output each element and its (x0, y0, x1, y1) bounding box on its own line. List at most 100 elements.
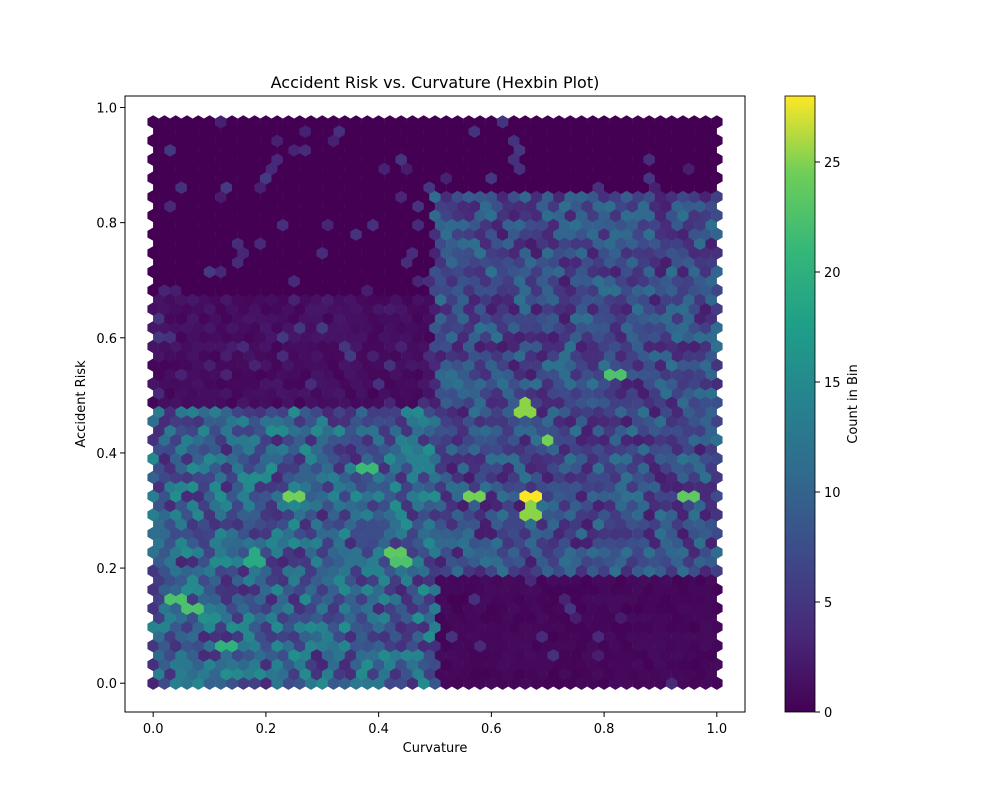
hex-cell (547, 311, 560, 325)
hex-cell (417, 639, 430, 653)
hex-cell (158, 657, 171, 672)
hex-cell (384, 227, 396, 241)
hex-cell (558, 611, 571, 625)
hex-cell (491, 442, 503, 456)
hex-cell (491, 349, 503, 363)
hex-cell (665, 470, 678, 485)
hex-cell (406, 489, 419, 503)
hex-cell (451, 657, 464, 672)
hex-cell (547, 592, 560, 606)
hex-cell (643, 545, 655, 559)
hex-cell (626, 592, 639, 606)
hex-cell (333, 611, 345, 625)
hex-cell (575, 489, 588, 503)
hex-cell (581, 386, 593, 400)
hex-cell (457, 442, 469, 456)
hex-cell (699, 489, 712, 503)
hex-cell (440, 676, 453, 690)
hex-cell (620, 208, 633, 223)
hex-cell (237, 489, 250, 503)
hex-cell (327, 208, 340, 223)
hex-cell (265, 218, 278, 232)
hex-cell (474, 395, 486, 410)
hex-cell (226, 452, 238, 466)
hex-cell (226, 377, 238, 391)
hex-cell (361, 620, 374, 634)
hex-cell (423, 330, 436, 344)
hex-cell (372, 639, 385, 653)
hex-cell (609, 433, 622, 447)
hex-cell (389, 423, 402, 438)
hex-cell (215, 395, 227, 410)
hex-cell (412, 554, 424, 569)
hex-cell (288, 648, 300, 662)
hex-cell (243, 180, 255, 195)
hex-cell (502, 236, 515, 251)
hex-cell (412, 629, 424, 644)
hex-cell (395, 377, 407, 391)
hex-cell (181, 283, 193, 297)
hex-cell (660, 199, 672, 213)
hex-cell (671, 517, 684, 531)
hex-cell (660, 611, 672, 625)
hex-cell (260, 264, 272, 279)
hex-cell (665, 452, 678, 466)
hex-cell (603, 124, 616, 138)
hex-cell (389, 255, 402, 269)
hex-cell (164, 648, 176, 662)
hex-cell (350, 564, 362, 578)
hex-cell (587, 358, 599, 372)
hex-cell (553, 639, 565, 653)
hex-cell (446, 648, 458, 662)
hex-cell (592, 330, 605, 344)
hex-cell (434, 536, 447, 550)
hex-cell (406, 470, 419, 485)
hex-cell (192, 489, 205, 503)
hex-cell (260, 283, 272, 297)
hex-cell (248, 545, 261, 559)
hex-cell (536, 480, 548, 494)
hex-cell (620, 190, 633, 204)
hex-cell (587, 208, 599, 223)
hex-cell (485, 583, 498, 597)
hex-cell (147, 620, 159, 634)
hex-cell (541, 358, 554, 372)
hex-cell (446, 143, 458, 157)
hex-cell (468, 367, 481, 382)
hex-cell (451, 283, 464, 297)
hex-cell (553, 115, 565, 129)
hex-cell (694, 461, 706, 475)
hex-cell (395, 639, 407, 653)
hex-cell (153, 554, 165, 569)
hex-cell (203, 545, 216, 559)
hex-cell (389, 199, 402, 213)
hex-cell (570, 461, 582, 475)
hex-cell (513, 648, 526, 662)
hex-cell (395, 358, 407, 372)
hex-cell (547, 218, 560, 232)
hex-cell (361, 564, 374, 578)
hex-cell (158, 339, 171, 354)
hex-cell (553, 264, 565, 279)
hex-cell (643, 190, 655, 204)
hex-cell (547, 330, 560, 344)
hex-cell (654, 152, 667, 166)
hex-cell (243, 386, 255, 400)
hex-cell (699, 377, 712, 391)
hex-cell (389, 648, 402, 662)
hex-cell (355, 293, 368, 307)
hex-cell (440, 545, 453, 559)
hex-cell (299, 236, 312, 251)
hex-cell (198, 423, 210, 438)
hex-cell (581, 199, 593, 213)
hex-cell (305, 264, 317, 279)
hex-cell (677, 115, 689, 129)
hex-cell (158, 377, 171, 391)
hex-cell (485, 133, 498, 148)
hex-cell (474, 302, 486, 316)
hex-cell (530, 283, 543, 297)
hex-cell (603, 330, 616, 344)
hex-cell (609, 152, 622, 166)
